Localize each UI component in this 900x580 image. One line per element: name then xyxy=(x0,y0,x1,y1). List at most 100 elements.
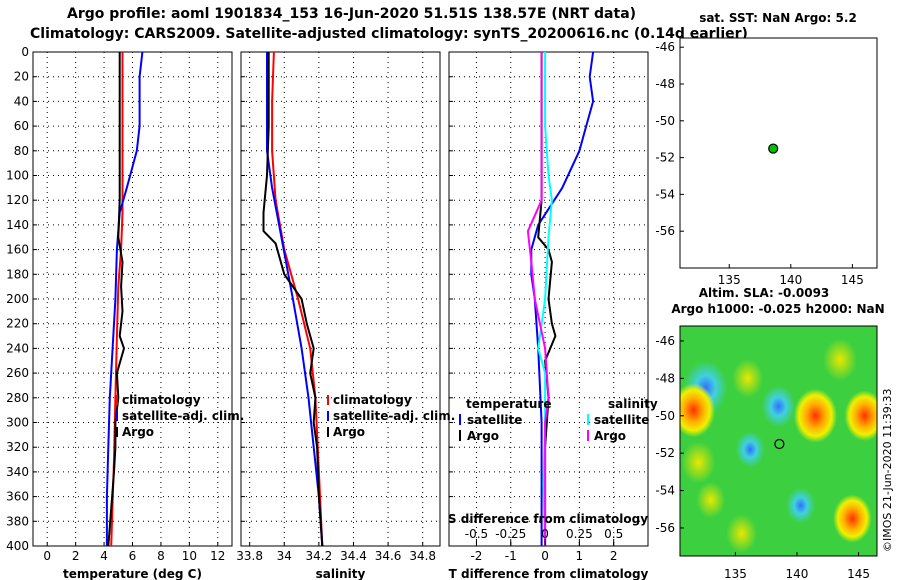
diff-legend-temp-satellite: satellite xyxy=(467,413,522,427)
sla-anomaly-blob xyxy=(786,487,816,524)
salinity-xtick-label: 33.8 xyxy=(236,549,263,563)
depth-tick-label: 400 xyxy=(6,539,29,553)
depth-tick-label: 280 xyxy=(6,391,29,405)
sla-ytick-label: -46 xyxy=(655,334,675,348)
sst-argo-location-marker xyxy=(768,143,779,154)
sla-anomaly-blob xyxy=(735,431,765,468)
diff-legend-temperature-title: temperature xyxy=(466,397,551,411)
depth-tick-label: 160 xyxy=(6,243,29,257)
depth-tick-label: 0 xyxy=(21,45,29,59)
diff-sal-tick-label: 0 xyxy=(541,527,549,541)
sla-ytick-label: -50 xyxy=(655,409,675,423)
depth-tick-label: 180 xyxy=(6,267,29,281)
temperature-xtick-label: 12 xyxy=(210,549,225,563)
sla-ytick-label: -48 xyxy=(655,371,675,385)
depth-tick-label: 120 xyxy=(6,193,29,207)
legend-label: satellite-adj. clim. xyxy=(333,409,455,423)
depth-tick-label: 80 xyxy=(14,144,29,158)
depth-tick-label: 300 xyxy=(6,416,29,430)
salinity-frame xyxy=(240,51,441,547)
difference-xtick-label: 0 xyxy=(541,549,549,563)
depth-tick-label: 380 xyxy=(6,514,29,528)
salinity-xtick-label: 34.8 xyxy=(409,549,436,563)
depth-tick-label: 320 xyxy=(6,440,29,454)
diff-legend-sal-argo: Argo xyxy=(594,429,626,443)
sla-ytick-label: -56 xyxy=(655,521,675,535)
depth-tick-label: 40 xyxy=(14,94,29,108)
depth-tick-label: 240 xyxy=(6,341,29,355)
temperature-xtick-label: 8 xyxy=(157,549,165,563)
depth-tick-label: 340 xyxy=(6,465,29,479)
sst-ytick-label: -50 xyxy=(655,114,675,128)
temperature-xtick-label: 4 xyxy=(100,549,108,563)
sla-anomaly-blob xyxy=(726,514,757,553)
difference-xtick-label: 2 xyxy=(610,549,618,563)
sla-anomaly-blob xyxy=(680,383,716,438)
title-line-2: Climatology: CARS2009. Satellite-adjuste… xyxy=(30,26,748,42)
sst-ytick-label: -52 xyxy=(655,151,675,165)
sst-xtick-label: 145 xyxy=(841,273,864,287)
temperature-xlabel: temperature (deg C) xyxy=(63,567,202,580)
sla-anomaly-blob xyxy=(844,390,877,441)
temperature-line-Argo xyxy=(107,52,125,547)
depth-tick-label: 140 xyxy=(6,218,29,232)
imos-watermark: ©IMOS 21-Jun-2020 11:39:33 xyxy=(881,388,894,552)
diff-sal-tick-label: -0.25 xyxy=(495,527,526,541)
sla-field xyxy=(680,338,877,553)
diff-sal-tick-label: 0.25 xyxy=(566,527,593,541)
depth-tick-label: 100 xyxy=(6,169,29,183)
sla-map-frame xyxy=(679,325,878,557)
temperature-xtick-label: 0 xyxy=(43,549,51,563)
difference-xtick-label: 1 xyxy=(576,549,584,563)
sst-ytick-label: -54 xyxy=(655,187,675,201)
sst-xtick-label: 135 xyxy=(718,273,741,287)
difference-xtick-label: -1 xyxy=(505,549,517,563)
diff-legend-salinity-title: salinity xyxy=(608,397,658,411)
sst-map-title: sat. SST: NaN Argo: 5.2 xyxy=(699,11,857,25)
salinity-xtick-label: 34.4 xyxy=(340,549,367,563)
diff-legend-sal-satellite: satellite xyxy=(594,413,649,427)
sla-map-title-1: Altim. SLA: -0.0093 xyxy=(699,286,830,300)
sla-anomaly-blob xyxy=(732,359,764,398)
sst-ytick-label: -56 xyxy=(655,224,675,238)
depth-tick-label: 260 xyxy=(6,366,29,380)
sla-argo-location-marker xyxy=(774,438,785,450)
sla-map-title-2: Argo h1000: -0.025 h2000: NaN xyxy=(671,302,884,316)
sst-ytick-label: -48 xyxy=(655,77,675,91)
sla-anomaly-blob xyxy=(833,494,872,543)
sla-anomaly-blob xyxy=(681,441,716,484)
salinity-xtick-label: 34 xyxy=(277,549,292,563)
legend-label: Argo xyxy=(333,425,365,439)
depth-tick-label: 220 xyxy=(6,317,29,331)
diff-salinity-axis-label: S difference from climatology xyxy=(448,512,648,526)
salinity-line-Argo xyxy=(262,52,324,547)
depth-tick-label: 60 xyxy=(14,119,29,133)
sst-map-frame xyxy=(679,37,878,269)
difference-xlabel: T difference from climatology xyxy=(449,567,649,580)
sla-ytick-label: -52 xyxy=(655,446,675,460)
title-line-1: Argo profile: aoml 1901834_153 16-Jun-20… xyxy=(67,6,637,22)
temperature-xtick-label: 6 xyxy=(129,549,137,563)
temperature-xtick-label: 2 xyxy=(72,549,80,563)
sla-xtick-label: 135 xyxy=(724,567,747,580)
sla-xtick-label: 145 xyxy=(847,567,870,580)
sla-xtick-label: 140 xyxy=(786,567,809,580)
sla-anomaly-blob xyxy=(823,338,857,381)
legend-label: climatology xyxy=(333,393,412,407)
legend-label: satellite-adj. clim. xyxy=(122,409,244,423)
diff-sal-tick-label: -0.5 xyxy=(465,527,488,541)
legend-label: Argo xyxy=(122,425,154,439)
sla-ytick-label: -54 xyxy=(655,484,675,498)
temperature-frame xyxy=(32,51,233,547)
sla-anomaly-blob xyxy=(696,481,726,518)
difference-xtick-label: -2 xyxy=(470,549,482,563)
depth-tick-label: 20 xyxy=(14,70,29,84)
salinity-xtick-label: 34.6 xyxy=(375,549,402,563)
depth-tick-label: 200 xyxy=(6,292,29,306)
temperature-xtick-label: 10 xyxy=(182,549,197,563)
legend-label: climatology xyxy=(122,393,201,407)
difference-line-salinity-Argo xyxy=(526,52,550,546)
salinity-line-climatology xyxy=(271,51,324,547)
sla-anomaly-blob xyxy=(761,385,796,428)
